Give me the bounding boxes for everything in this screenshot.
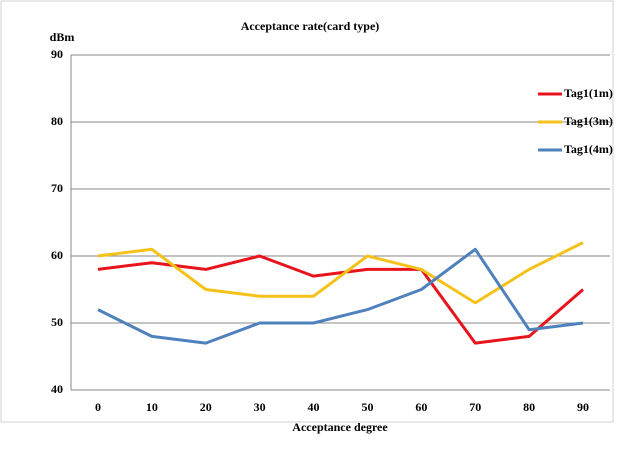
y-tick-label: 40 xyxy=(51,382,63,396)
x-tick-label: 70 xyxy=(469,400,481,414)
legend-label: Tag1(4m) xyxy=(564,142,613,156)
x-axis-label: Acceptance degree xyxy=(292,420,388,434)
x-tick-label: 10 xyxy=(146,400,158,414)
legend-label: Tag1(3m) xyxy=(564,114,613,128)
y-tick-label: 90 xyxy=(51,47,63,61)
legend-label: Tag1(1m) xyxy=(564,86,613,100)
y-tick-label: 60 xyxy=(51,248,63,262)
y-tick-label: 70 xyxy=(51,181,63,195)
y-axis-label: dBm xyxy=(50,30,75,44)
x-tick-label: 60 xyxy=(415,400,427,414)
series-line xyxy=(97,254,585,345)
series-line xyxy=(97,247,584,345)
series-line xyxy=(97,241,584,305)
x-tick-label: 30 xyxy=(254,400,266,414)
x-tick-label: 40 xyxy=(308,400,320,414)
x-tick-label: 0 xyxy=(95,400,101,414)
x-tick-label: 90 xyxy=(577,400,589,414)
chart-frame xyxy=(0,0,614,423)
y-tick-label: 80 xyxy=(51,114,63,128)
x-tick-label: 80 xyxy=(523,400,535,414)
y-tick-label: 50 xyxy=(51,315,63,329)
x-tick-label: 20 xyxy=(200,400,212,414)
chart-title: Acceptance rate(card type) xyxy=(241,19,380,33)
x-tick-label: 50 xyxy=(361,400,373,414)
